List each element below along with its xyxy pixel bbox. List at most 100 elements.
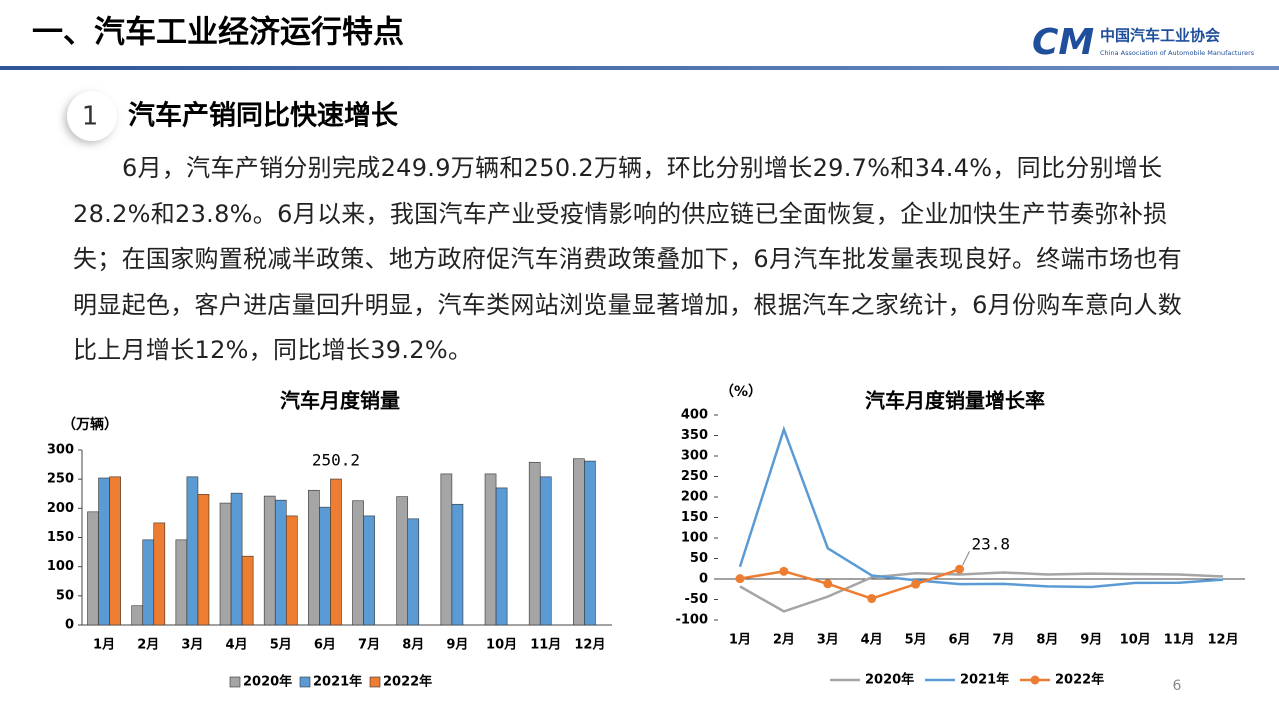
y-tick-label: 300 — [47, 443, 74, 458]
y-tick-label: 50 — [690, 551, 708, 566]
x-tick-label: 1月 — [729, 633, 751, 648]
x-tick-label: 10月 — [1120, 633, 1151, 648]
legend-label: 2022年 — [1055, 672, 1104, 688]
bar — [528, 461, 541, 626]
y-tick-label: -100 — [675, 613, 708, 628]
legend-marker — [1030, 675, 1040, 685]
bar — [308, 489, 320, 626]
chart-title: 汽车月度销量 — [280, 389, 400, 413]
x-tick-label: 3月 — [817, 633, 839, 648]
x-tick-label: 3月 — [181, 638, 203, 653]
x-tick-label: 1月 — [93, 638, 115, 653]
bar — [285, 515, 298, 626]
y-tick-label: 100 — [681, 531, 708, 546]
y-tick-label: 200 — [47, 501, 74, 516]
x-tick-label: 11月 — [1164, 633, 1195, 648]
bar — [175, 539, 188, 626]
chart-title: 汽车月度销量增长率 — [865, 389, 1045, 413]
bar — [263, 495, 276, 626]
x-tick-label: 2月 — [773, 633, 795, 648]
x-tick-label: 4月 — [861, 633, 883, 648]
bar — [573, 458, 585, 626]
x-tick-label: 7月 — [358, 638, 380, 653]
x-tick-label: 8月 — [402, 638, 424, 653]
x-tick-label: 8月 — [1036, 633, 1058, 648]
bar — [109, 476, 121, 626]
bar — [319, 506, 331, 626]
x-tick-label: 12月 — [574, 638, 605, 653]
legend-label: 2020年 — [243, 674, 292, 690]
data-label: 250.2 — [312, 451, 360, 470]
data-label: 23.8 — [972, 535, 1011, 554]
bar — [407, 518, 420, 626]
logo-mark: CM — [1032, 22, 1094, 63]
bar — [396, 496, 409, 626]
bar — [153, 522, 166, 626]
y-tick-label: 150 — [681, 510, 708, 525]
x-tick-label: 9月 — [1080, 633, 1102, 648]
y-tick-label: 250 — [47, 472, 74, 487]
point-marker — [955, 564, 965, 574]
x-tick-label: 7月 — [992, 633, 1014, 648]
legend-swatch — [229, 676, 241, 688]
x-tick-label: 10月 — [486, 638, 517, 653]
y-axis-label: （万辆） — [62, 416, 118, 433]
x-tick-label: 11月 — [530, 638, 561, 653]
x-tick-label: 6月 — [949, 633, 971, 648]
bar — [98, 477, 110, 626]
section-badge — [67, 91, 117, 141]
logo-cn: 中国汽车工业协会 — [1100, 27, 1220, 45]
legend-swatch — [299, 676, 311, 688]
x-tick-label: 12月 — [1207, 633, 1238, 648]
legend-label: 2021年 — [960, 672, 1009, 688]
y-tick-label: -50 — [685, 592, 709, 607]
legend-label: 2022年 — [383, 674, 432, 690]
bar — [87, 511, 99, 626]
legend-label: 2020年 — [865, 672, 914, 688]
bar — [274, 499, 287, 626]
series-line — [738, 425, 1224, 589]
point-marker — [823, 579, 833, 589]
bar — [451, 503, 464, 626]
page-number: 6 — [1173, 678, 1182, 694]
bar — [495, 487, 508, 626]
legend-label: 2021年 — [313, 674, 362, 690]
x-tick-label: 5月 — [905, 633, 927, 648]
bar — [142, 539, 155, 626]
y-tick-label: 200 — [681, 490, 708, 505]
bar — [219, 502, 232, 626]
y-tick-label: 100 — [47, 559, 74, 574]
y-tick-label: 0 — [65, 618, 74, 633]
y-tick-label: 300 — [681, 449, 708, 464]
y-tick-label: 250 — [681, 469, 708, 484]
section-title: 汽车产销同比快速增长 — [128, 100, 399, 132]
section-number: 1 — [82, 102, 99, 132]
y-tick-label: 50 — [56, 588, 74, 603]
bar — [363, 515, 375, 626]
paragraph: 6月，汽车产销分别完成249.9万辆和250.2万辆，环比分别增长29.7%和3… — [73, 154, 1183, 364]
point-marker — [779, 566, 789, 576]
bar — [539, 476, 552, 626]
bar — [230, 492, 243, 626]
logo-en: China Association of Automobile Manufact… — [1100, 49, 1255, 57]
x-tick-label: 4月 — [226, 638, 248, 653]
point-marker — [867, 594, 877, 604]
bar — [484, 473, 497, 626]
bar — [241, 555, 254, 626]
series-line — [739, 568, 960, 600]
x-tick-label: 5月 — [270, 638, 292, 653]
bar — [440, 473, 453, 626]
y-axis-label: （%） — [720, 384, 762, 400]
legend-swatch — [369, 676, 381, 688]
bar — [352, 500, 364, 626]
bar — [584, 460, 596, 626]
bar — [197, 494, 210, 626]
label-leader — [962, 551, 970, 566]
point-marker — [911, 579, 921, 589]
y-tick-label: 400 — [681, 408, 708, 423]
bar — [131, 605, 144, 626]
bar — [186, 476, 199, 626]
series-line — [739, 571, 1224, 613]
